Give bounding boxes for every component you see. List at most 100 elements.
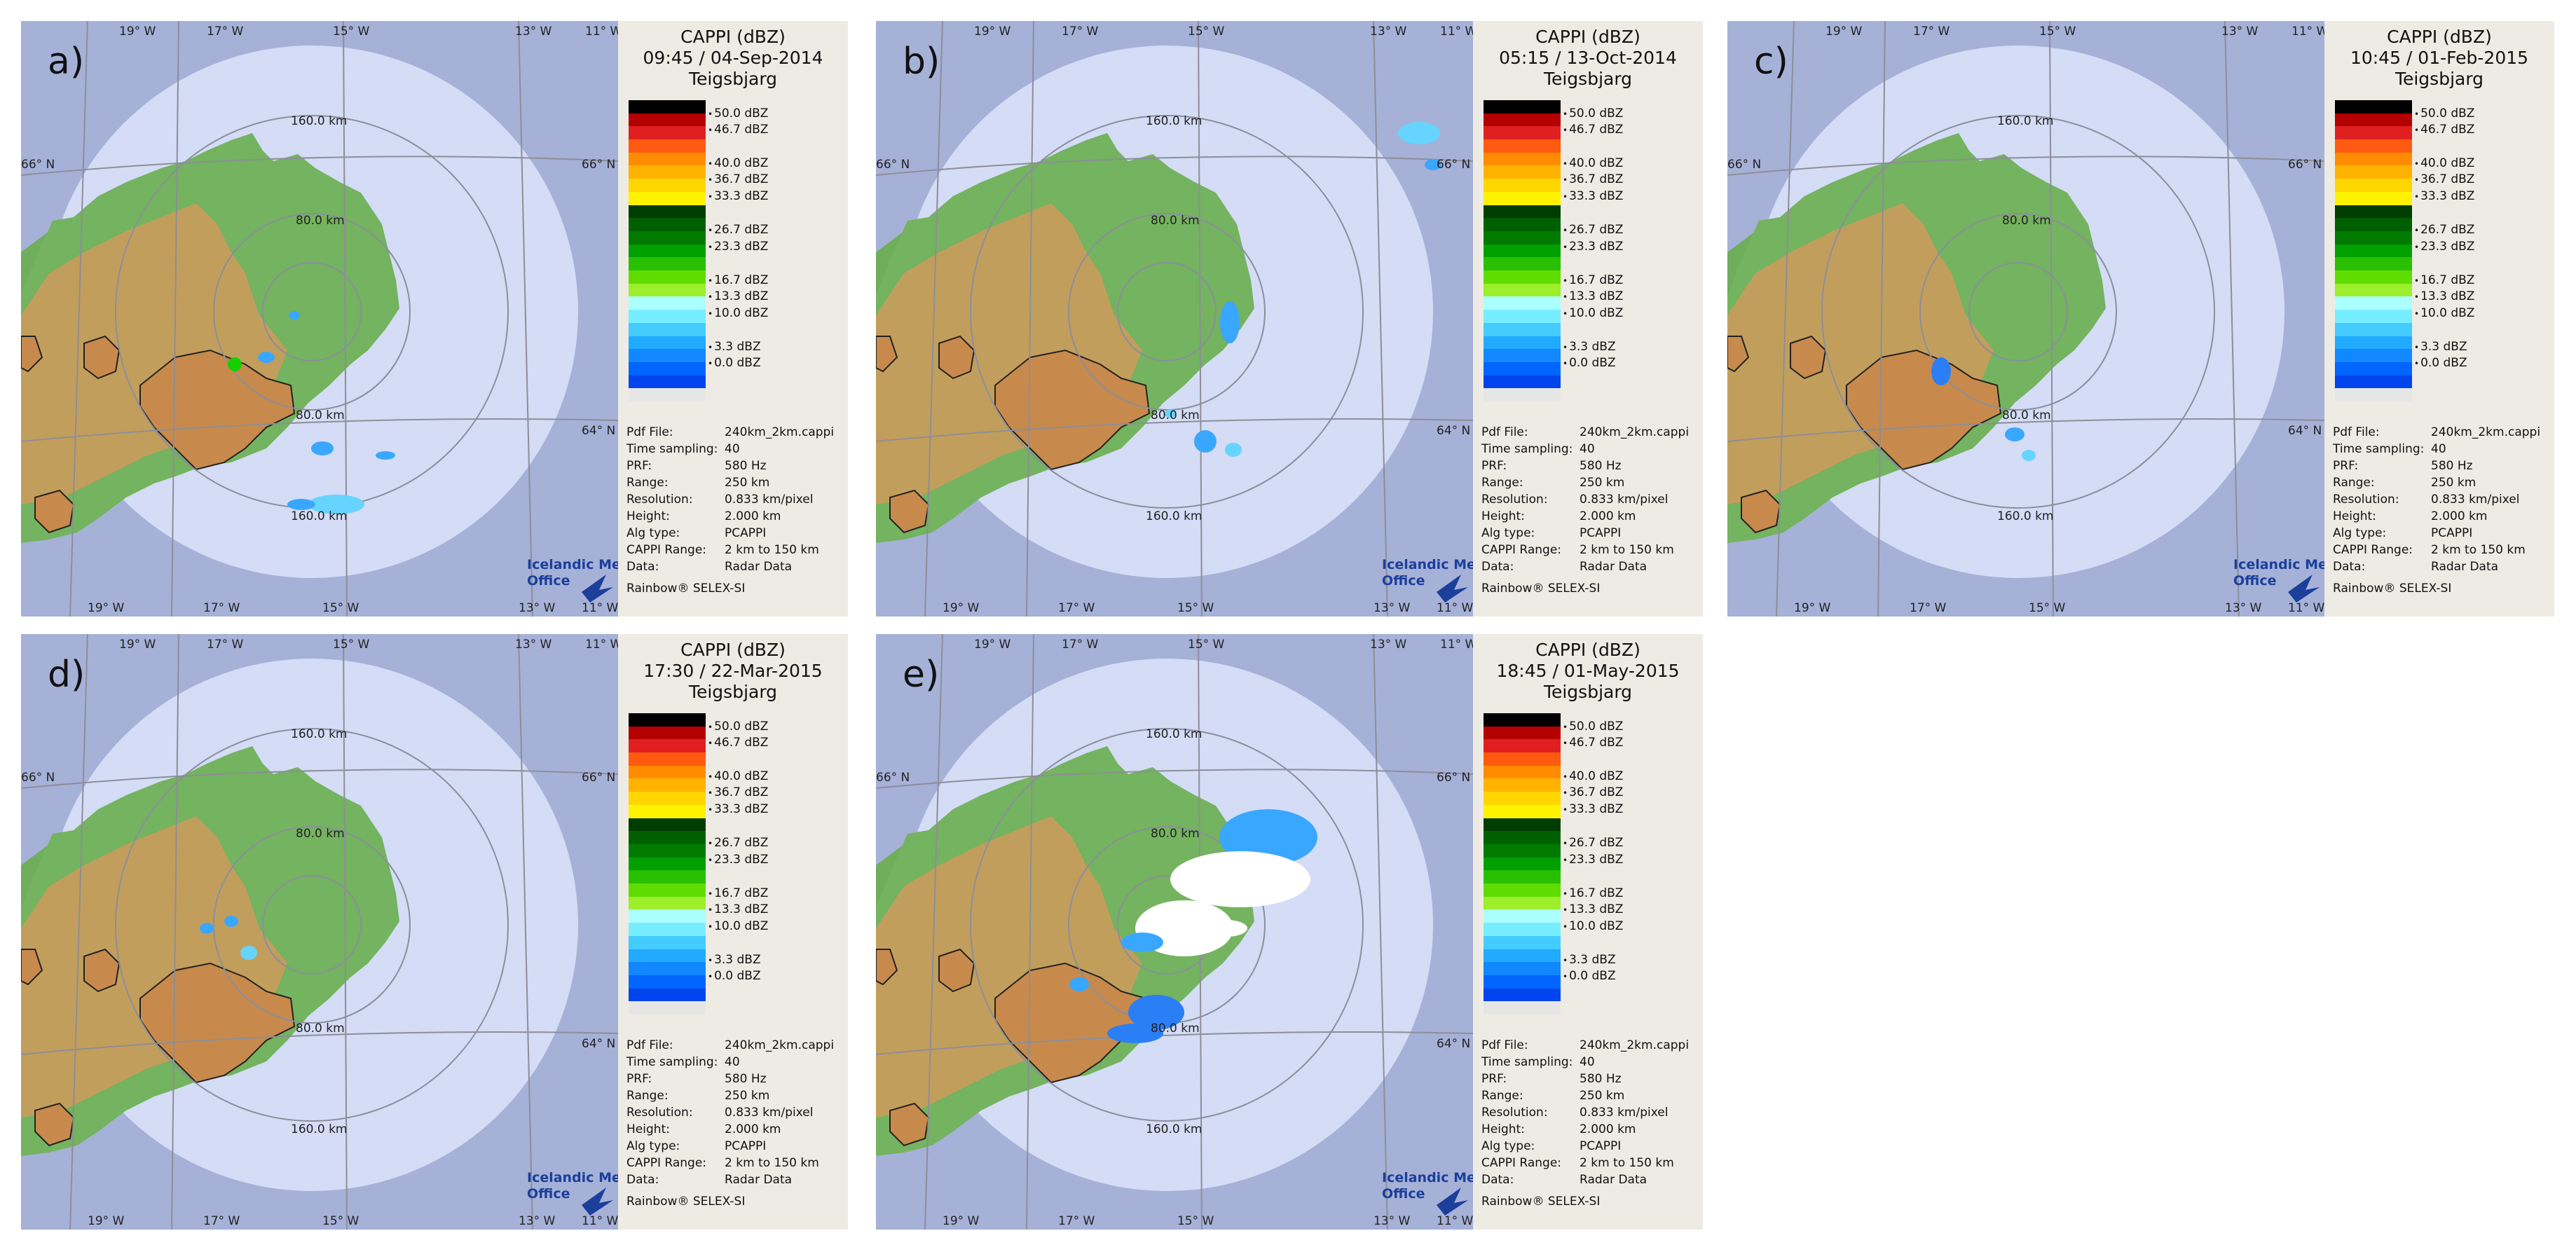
colorbar-segment	[629, 139, 706, 153]
colorbar-tick-label: 3.3 dBZ	[708, 340, 761, 355]
info-key: Time sampling:	[626, 1055, 718, 1069]
colorbar-segment	[1484, 896, 1561, 910]
info-row: PRF: 580 Hz	[1481, 1071, 1699, 1087]
colorbar-tick-label: 16.7 dBZ	[1563, 273, 1623, 288]
colorbar-segment	[1484, 152, 1561, 166]
software-credit: Rainbow® SELEX-SI	[626, 1195, 746, 1209]
lat-label-left: 66° N	[876, 771, 910, 785]
datetime-label: 10:45 / 01-Feb-2015	[2350, 48, 2529, 68]
radar-echo	[308, 495, 364, 514]
datetime-label: 18:45 / 01-May-2015	[1496, 661, 1680, 681]
info-key: PRF:	[2333, 459, 2359, 473]
product-info: Pdf File: 240km_2km.cappi Time sampling: 40…	[1481, 1037, 1699, 1188]
info-value: 2 km to 150 km	[2431, 543, 2526, 557]
legend-sidebar: CAPPI (dBZ) 10:45 / 01-Feb-2015 Teigsbjarg…	[2324, 21, 2554, 617]
lat-label-right: 64° N	[582, 424, 615, 438]
radar-echo	[1170, 851, 1310, 907]
legend-sidebar: CAPPI (dBZ) 05:15 / 13-Oct-2014 Teigsbjarg…	[1473, 21, 1703, 617]
info-value: PCAPPI	[725, 526, 767, 540]
info-value: 250 km	[1580, 476, 1625, 490]
info-key: Resolution:	[1481, 493, 1548, 507]
radar-echoes	[200, 916, 257, 960]
glacier-outline	[139, 349, 296, 471]
range-ring-label: 160.0 km	[291, 114, 347, 128]
info-key: Data:	[626, 560, 659, 574]
info-value: 40	[725, 442, 740, 456]
colorbar-tick-label: 0.0 dBZ	[708, 356, 761, 371]
range-ring-label: 160.0 km	[291, 509, 347, 523]
product-info: Pdf File: 240km_2km.cappi Time sampling: 40…	[626, 1037, 844, 1188]
meridian-line	[343, 634, 348, 1230]
graticule	[1727, 21, 2324, 617]
range-ring-label: 160.0 km	[291, 727, 347, 741]
lon-label-top: 15° W	[333, 25, 370, 39]
radar-echo	[1931, 357, 1951, 385]
lon-label-top: 13° W	[1370, 25, 1407, 39]
colorbar-tick-label: 16.7 dBZ	[2414, 273, 2474, 288]
range-ring-label: 80.0 km	[1151, 1021, 1200, 1036]
lon-label-top: 15° W	[2039, 25, 2076, 39]
colorbar-segment	[1484, 726, 1561, 740]
info-value: 2.000 km	[1580, 509, 1636, 523]
radar-echo	[2005, 427, 2025, 441]
radar-echo	[1069, 977, 1089, 991]
info-key: Range:	[626, 476, 669, 490]
range-ring-40km	[262, 262, 362, 362]
info-row: Pdf File: 240km_2km.cappi	[626, 424, 844, 441]
meridian-line	[2224, 21, 2240, 617]
info-key: CAPPI Range:	[1481, 1156, 1562, 1170]
info-row: Time sampling: 40	[1481, 441, 1699, 458]
colorbar-tick-label: 50.0 dBZ	[1563, 106, 1623, 121]
lon-label-bottom: 13° W	[2225, 601, 2262, 615]
colorbar-segment	[629, 100, 706, 114]
meridian-line	[69, 21, 88, 617]
product-info: Pdf File: 240km_2km.cappi Time sampling: 40…	[626, 424, 844, 575]
colorbar-segment	[1484, 375, 1561, 389]
info-row: CAPPI Range: 2 km to 150 km	[626, 542, 844, 558]
glacier-outline	[1790, 335, 1827, 380]
land-highlands	[21, 203, 287, 504]
info-value: 2 km to 150 km	[725, 1156, 819, 1170]
colorbar-segment	[629, 818, 706, 832]
range-ring-160km	[970, 728, 1364, 1122]
panel-letter: b)	[903, 41, 940, 83]
info-row: CAPPI Range: 2 km to 150 km	[1481, 542, 1699, 558]
colorbar-tick-label: 13.3 dBZ	[2414, 289, 2474, 304]
lon-label-bottom: 17° W	[1058, 1214, 1095, 1228]
colorbar-segment	[2335, 322, 2412, 336]
logo-icon	[1437, 1188, 1468, 1216]
colorbar-tick-label: 23.3 dBZ	[708, 853, 768, 867]
info-value: 40	[2431, 442, 2446, 456]
info-value: 40	[725, 1055, 740, 1069]
info-value: 0.833 km/pixel	[725, 1106, 814, 1120]
colorbar-segment	[2335, 100, 2412, 114]
glacier-outline	[889, 489, 930, 534]
colorbar-segment	[2335, 388, 2412, 402]
colorbar-segment	[2335, 126, 2412, 140]
info-row: CAPPI Range: 2 km to 150 km	[1481, 1155, 1699, 1171]
colorbar-segment	[1484, 975, 1561, 989]
info-key: Time sampling:	[2333, 442, 2425, 456]
radar-echo	[228, 357, 242, 371]
lon-label-bottom: 11° W	[1437, 1214, 1473, 1228]
info-row: Time sampling: 40	[2333, 441, 2550, 458]
colorbar-segment	[2335, 375, 2412, 389]
info-value: 580 Hz	[725, 1072, 767, 1086]
colorbar-segment	[629, 362, 706, 376]
colorbar-segment	[1484, 778, 1561, 792]
logo-text: Office	[1382, 1186, 1425, 1202]
info-key: CAPPI Range:	[626, 1156, 707, 1170]
colorbar-segment	[1484, 283, 1561, 297]
colorbar-segment	[1484, 752, 1561, 766]
colorbar-segment	[2335, 165, 2412, 179]
info-value: 2 km to 150 km	[1580, 543, 1674, 557]
range-ring-80km	[213, 826, 411, 1024]
info-row: Time sampling: 40	[626, 1054, 844, 1071]
colorbar-segment	[2335, 310, 2412, 324]
colorbar-segment	[1484, 205, 1561, 219]
info-value: 2.000 km	[725, 509, 781, 523]
info-value: Radar Data	[1580, 1173, 1647, 1187]
range-ring-80km	[1919, 213, 2117, 411]
site-label: Teigsbjarg	[2395, 69, 2484, 89]
lat-label-right: 64° N	[1437, 1037, 1470, 1051]
